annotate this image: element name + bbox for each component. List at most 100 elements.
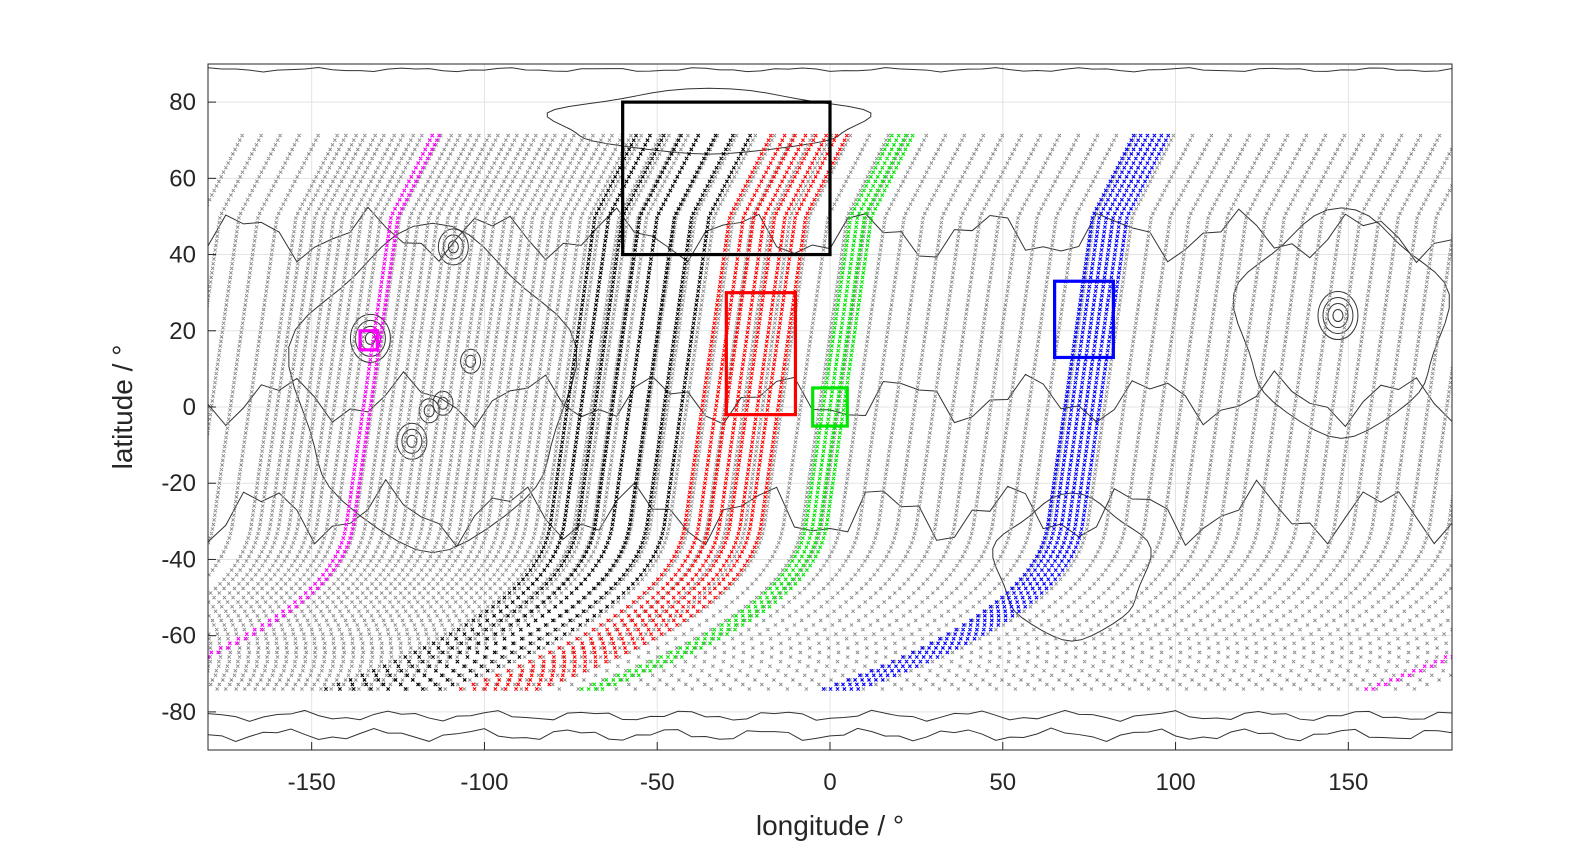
red-track: [472, 133, 787, 691]
black-track: [438, 133, 753, 691]
background-track: [280, 133, 595, 691]
background-track: [1374, 659, 1448, 691]
y-tick-label: -40: [161, 546, 196, 573]
background-track: [1051, 133, 1366, 691]
background-track: [310, 133, 625, 691]
contour-ring: [406, 434, 418, 448]
black-track: [324, 133, 638, 691]
background-track: [956, 133, 1271, 691]
background-track: [208, 133, 424, 650]
x-tick-label: 0: [823, 769, 836, 796]
background-tracks: [208, 133, 1452, 691]
contour-ring: [364, 331, 376, 345]
background-track: [500, 133, 815, 691]
green-region-box: [811, 386, 849, 428]
background-track: [709, 133, 1024, 691]
magenta-track: [209, 133, 435, 655]
background-track: [462, 133, 777, 691]
contour-ring: [1317, 291, 1359, 341]
background-track: [208, 133, 473, 673]
y-axis: -80 -60 -40 -20 0 20 40 60 80: [161, 89, 216, 726]
x-tick-label: -150: [288, 769, 336, 796]
background-track: [208, 133, 302, 550]
y-axis-label: latitude / °: [107, 345, 138, 470]
region-boxes: [358, 100, 1115, 428]
background-track: [208, 133, 462, 669]
background-track: [261, 133, 576, 691]
background-track: [208, 133, 245, 207]
background-track: [652, 133, 967, 691]
background-track: [880, 133, 1195, 691]
y-tick-label: 40: [169, 242, 196, 269]
background-track: [208, 133, 340, 595]
magenta-track: [208, 133, 442, 659]
contour-line: [208, 709, 1452, 722]
background-track: [208, 133, 386, 632]
blue-track: [849, 133, 1164, 691]
red-track: [458, 133, 773, 691]
background-track: [1203, 358, 1452, 691]
background-track: [214, 133, 481, 673]
background-track: [208, 133, 348, 605]
green-track: [593, 133, 908, 691]
blue-track: [842, 133, 1157, 691]
y-tick-label: -80: [161, 699, 196, 726]
background-track: [1127, 133, 1442, 691]
background-track: [1393, 668, 1446, 691]
background-track: [208, 133, 367, 618]
background-track: [1070, 133, 1385, 691]
background-track: [253, 133, 568, 691]
background-track: [1317, 627, 1452, 691]
red-track: [524, 133, 839, 691]
y-tick-label: 60: [169, 165, 196, 192]
background-track: [208, 133, 405, 641]
red-track: [503, 133, 818, 691]
background-track: [1222, 490, 1452, 691]
background-track: [937, 133, 1252, 691]
blue-track: [835, 133, 1150, 691]
contour-ring: [437, 396, 449, 410]
x-tick-label: -100: [460, 769, 508, 796]
background-track: [443, 133, 758, 691]
contour-line: [288, 222, 577, 554]
background-track: [242, 133, 557, 691]
contour-ring: [349, 313, 391, 363]
x-tick-label: -50: [640, 769, 675, 796]
blue-track: [828, 133, 1143, 691]
black-track: [420, 133, 735, 691]
background-track: [975, 133, 1290, 691]
contour-ring: [442, 234, 464, 260]
background-track: [291, 133, 606, 691]
red-region-box: [724, 291, 798, 417]
blue-region-box: [1053, 279, 1115, 360]
background-track: [208, 133, 359, 614]
background-track: [208, 133, 397, 637]
y-tick-label: -60: [161, 623, 196, 650]
background-track: [329, 133, 644, 691]
background-track: [671, 133, 986, 691]
background-track: [213, 133, 492, 678]
background-track: [785, 133, 1100, 691]
background-track: [208, 133, 283, 444]
background-track: [1013, 133, 1328, 691]
background-track: [1108, 133, 1423, 691]
black-track: [403, 133, 718, 691]
background-track: [272, 133, 587, 691]
highlighted-tracks: [208, 133, 1452, 691]
background-track: [1184, 225, 1452, 691]
background-track: [208, 133, 454, 664]
background-track: [481, 133, 796, 691]
contour-ring: [1327, 303, 1349, 329]
background-track: [375, 133, 690, 691]
background-track: [1412, 673, 1452, 691]
background-track: [223, 133, 538, 691]
black-region-box: [621, 100, 832, 257]
background-track: [208, 133, 443, 659]
green-track: [579, 133, 894, 691]
red-track: [493, 133, 808, 691]
green-track: [600, 133, 915, 691]
background-track: [299, 133, 614, 691]
contour-ring: [1322, 297, 1354, 335]
background-track: [823, 133, 1138, 691]
